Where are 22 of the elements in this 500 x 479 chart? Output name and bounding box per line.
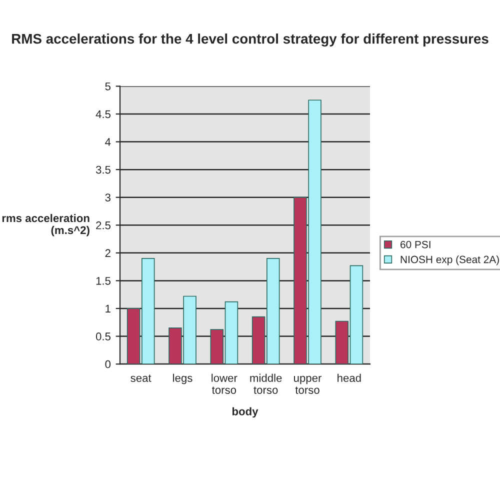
y-tick-label: 1.5	[96, 277, 111, 285]
y-tick-label: 0	[105, 360, 111, 368]
y-tick-label: 4	[105, 138, 111, 146]
x-tick-label: upper torso	[294, 376, 322, 394]
y-tick-label: 5	[105, 82, 111, 90]
y-tick-label: 3.5	[96, 166, 111, 174]
y-tick-label: 4.5	[96, 110, 111, 118]
x-axis-title: body	[232, 407, 258, 418]
y-tick-label: 1	[106, 304, 110, 312]
y-tick-label: 2.5	[96, 221, 111, 230]
x-tick-label: middle torso	[250, 374, 282, 394]
y-tick-label: 2	[105, 249, 110, 257]
legend-label: 60 PSI	[400, 240, 430, 248]
legend-label: NIOSH exp (Seat 2A)	[400, 256, 499, 266]
x-tick-label: seat	[130, 374, 152, 382]
y-tick-label: 3	[105, 194, 110, 202]
y-tick-label: 0.5	[96, 332, 111, 340]
x-tick-label: legs	[173, 374, 192, 384]
x-tick-label: head	[338, 374, 361, 382]
y-axis-title: rms acceleration (m.s^2)	[2, 214, 90, 236]
chart-title: RMS accelerations for the 4 level control strategy for different pressures	[12, 34, 488, 47]
x-tick-label: lower torso	[212, 374, 238, 394]
